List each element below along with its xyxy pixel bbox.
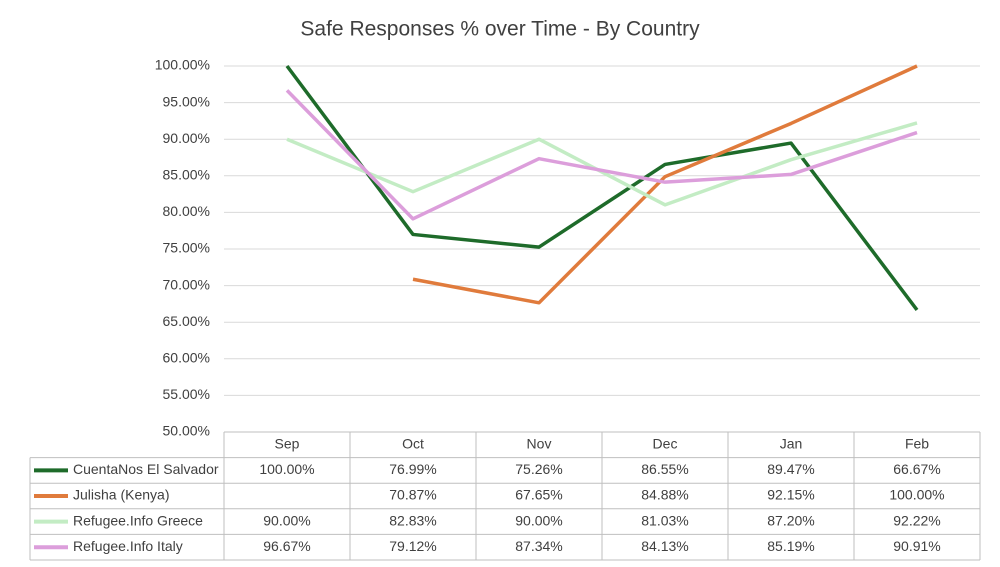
table-value: 84.13% — [641, 538, 688, 554]
table-value: 90.91% — [893, 538, 940, 554]
y-tick-label: 85.00% — [163, 167, 210, 183]
table-value: 85.19% — [767, 538, 814, 554]
chart-title: Safe Responses % over Time - By Country — [300, 18, 700, 41]
legend-label: Refugee.Info Greece — [73, 512, 203, 528]
table-value: 89.47% — [767, 461, 814, 477]
series-line — [285, 89, 918, 221]
table-value: 92.22% — [893, 512, 940, 528]
legend-label: CuentaNos El Salvador — [73, 461, 219, 477]
table-value: 96.67% — [263, 538, 310, 554]
table-value: 84.88% — [641, 487, 688, 503]
table-value: 82.83% — [389, 512, 436, 528]
table-value: 67.65% — [515, 487, 562, 503]
y-tick-label: 70.00% — [163, 276, 210, 292]
y-tick-label: 100.00% — [155, 57, 210, 73]
x-tick-label: Jan — [780, 436, 803, 452]
table-value: 75.26% — [515, 461, 562, 477]
table-value: 92.15% — [767, 487, 814, 503]
table-value: 70.87% — [389, 487, 436, 503]
table-value: 90.00% — [263, 512, 310, 528]
y-tick-label: 55.00% — [163, 386, 210, 402]
table-value: 86.55% — [641, 461, 688, 477]
y-tick-label: 95.00% — [163, 93, 210, 109]
y-tick-label: 90.00% — [163, 130, 210, 146]
y-tick-label: 50.00% — [163, 423, 210, 439]
x-tick-label: Dec — [653, 436, 678, 452]
x-tick-label: Feb — [905, 436, 929, 452]
y-tick-label: 60.00% — [163, 350, 210, 366]
table-value: 100.00% — [889, 487, 944, 503]
x-tick-label: Oct — [402, 436, 424, 452]
table-value: 87.20% — [767, 512, 814, 528]
legend-label: Julisha (Kenya) — [73, 487, 170, 503]
table-value: 79.12% — [389, 538, 436, 554]
table-value: 76.99% — [389, 461, 436, 477]
table-value: 100.00% — [259, 461, 314, 477]
y-tick-label: 80.00% — [163, 203, 210, 219]
table-value: 81.03% — [641, 512, 688, 528]
y-tick-label: 75.00% — [163, 240, 210, 256]
x-tick-label: Sep — [275, 436, 300, 452]
table-value: 66.67% — [893, 461, 940, 477]
series-line — [285, 64, 919, 312]
legend-label: Refugee.Info Italy — [73, 538, 183, 554]
table-value: 90.00% — [515, 512, 562, 528]
series-line — [412, 64, 918, 305]
table-value: 87.34% — [515, 538, 562, 554]
x-tick-label: Nov — [527, 436, 552, 452]
y-tick-label: 65.00% — [163, 313, 210, 329]
